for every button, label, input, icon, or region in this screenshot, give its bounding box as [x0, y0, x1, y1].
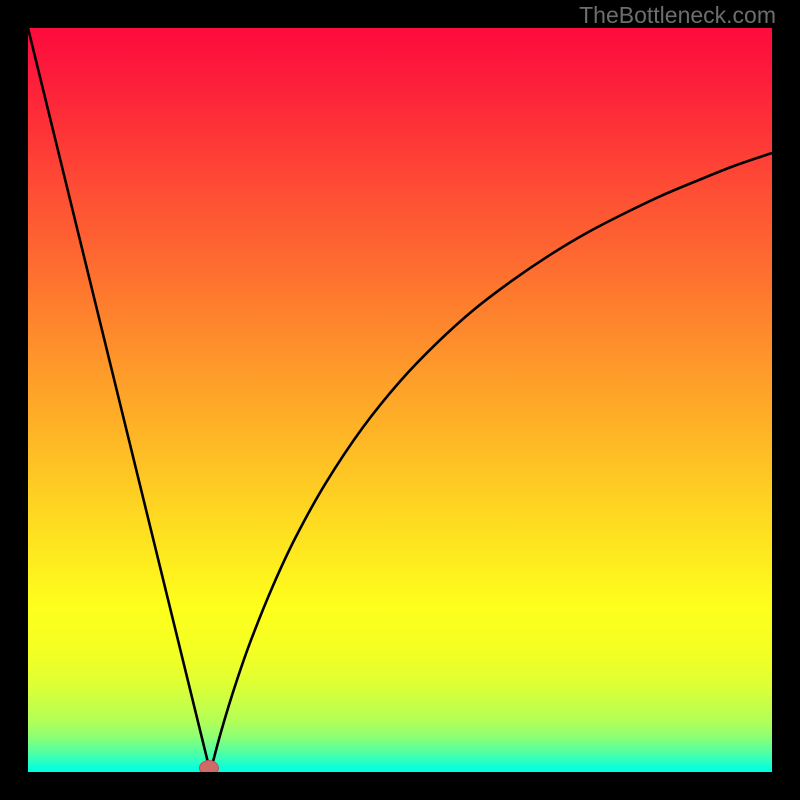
optimum-marker	[199, 760, 219, 772]
curve-path	[28, 28, 772, 772]
chart-frame	[0, 0, 800, 800]
watermark-text: TheBottleneck.com	[579, 2, 776, 29]
plot-area	[28, 28, 772, 772]
bottleneck-curve	[28, 28, 772, 772]
